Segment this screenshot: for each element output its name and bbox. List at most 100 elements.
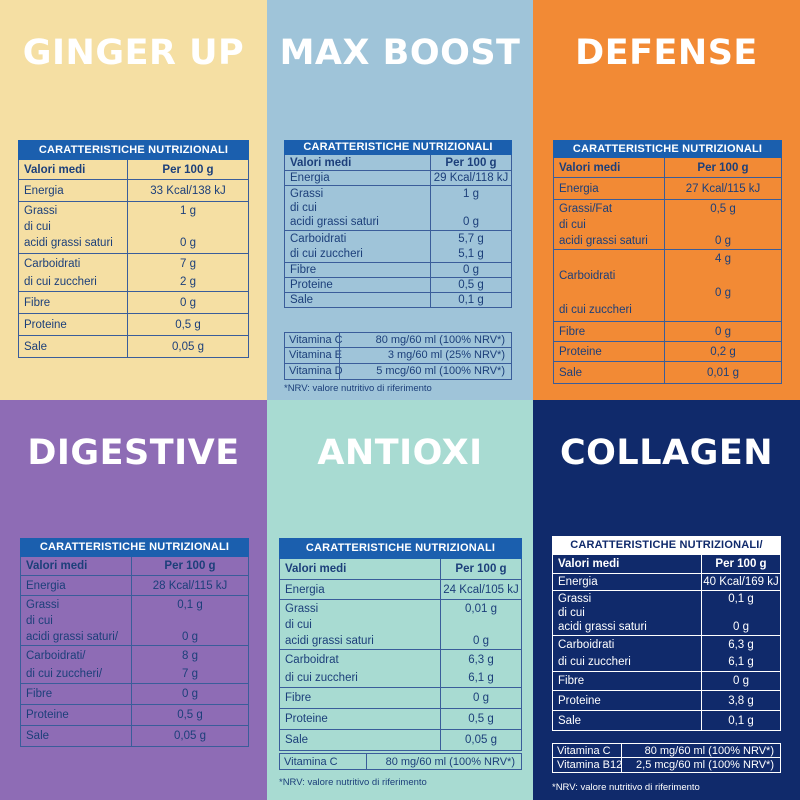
product-title: ANTIOXI	[317, 433, 483, 473]
vitamin-table: Vitamina C 80 mg/60 ml (100% NRV*)	[279, 753, 522, 770]
nutrient-value-line	[665, 217, 781, 233]
panel-defense: DEFENSE CARATTERISTICHE NUTRIZIONALI Valor…	[533, 0, 800, 400]
nutrition-header-row: Valori medi Per 100 g	[18, 160, 249, 180]
nutrient-value-line: 6,3 g	[728, 639, 754, 651]
nutrition-row: Energia 29 Kcal/118 kJ	[284, 171, 512, 186]
nutrient-name: Carboidrati di cui zuccheri	[554, 250, 664, 321]
nutrient-name-line: Carboidrati	[559, 270, 616, 282]
nutrient-value: 27 Kcal/115 kJ	[664, 178, 781, 199]
vitamin-table: Vitamina C 80 mg/60 ml (100% NRV*) Vitamin…	[284, 332, 512, 380]
nutrient-value: 0,05 g	[131, 726, 248, 746]
nutrient-value: 7 g 2 g	[127, 254, 248, 291]
nutrient-name-line: Fibre	[26, 688, 53, 700]
nutrient-name: Carboidrati di cui zuccheri	[19, 254, 127, 291]
product-title: GINGER UP	[22, 33, 245, 73]
nutrient-name-line: Grassi	[26, 599, 60, 611]
nutrient-value: 0 g	[430, 263, 511, 277]
nutrient-name-line: Sale	[559, 367, 583, 379]
nutrient-value-line: 24 Kcal/105 kJ	[443, 584, 519, 596]
nutrient-name: Fibre	[19, 292, 127, 313]
nutrient-name-line: Energia	[26, 580, 66, 592]
column-header-value: Per 100 g	[701, 555, 780, 573]
panel-digestive: DIGESTIVE CARATTERISTICHE NUTRIZIONALI Val…	[0, 400, 267, 800]
nutrient-name: Proteine	[285, 278, 430, 292]
nutrient-name-line: di cui zuccheri	[558, 656, 631, 668]
nutrient-name: Energia	[285, 171, 430, 185]
nutrition-header-row: Valori medi Per 100 g	[20, 557, 249, 576]
nutrient-name-line: Proteine	[24, 319, 67, 331]
nutrition-row: Grassi di cui acidi grassi saturi 0,1 g 0 g	[552, 591, 781, 636]
nutrient-value-line: 0,5 g	[177, 709, 203, 721]
nutrient-value: 0,1 g 0 g	[701, 591, 780, 635]
nutrient-name-line: Fibre	[558, 675, 585, 687]
nutrient-value: 0,1 g	[430, 293, 511, 307]
nutrient-name-line: Proteine	[558, 695, 601, 707]
nutrient-value: 1 g 0 g	[127, 202, 248, 253]
nutrition-row: Energia 28 Kcal/115 kJ	[20, 576, 249, 596]
nutrition-header-row: Valori medi Per 100 g	[284, 155, 512, 171]
nutrition-row: Sale 0,1 g	[552, 711, 781, 731]
nutrient-name-line: di cui	[26, 615, 53, 627]
nutrient-value: 0 g	[127, 292, 248, 313]
vitamin-name: Vitamina E	[289, 349, 342, 361]
nutrient-value-line	[128, 219, 248, 235]
nutrient-value-line: 40 Kcal/169 kJ	[703, 576, 779, 588]
nutrient-name-line	[559, 285, 664, 302]
nutrient-name: Proteine	[554, 342, 664, 361]
nutrient-name: Grassi di cui acidi grassi saturi/	[21, 596, 131, 645]
product-title: MAX BOOST	[279, 33, 521, 73]
nutrient-name-line: di cui	[558, 607, 585, 619]
nutrition-row: Grassi di cui acidi grassi saturi 0,01 g 0 g	[279, 600, 522, 650]
nutrient-name: Energia	[21, 576, 131, 595]
nutrient-value-line: 0,5 g	[458, 279, 484, 291]
nutrient-value-line: 0,1 g	[728, 593, 754, 605]
nutrient-name: Carboidrat di cui zuccheri	[280, 650, 440, 687]
nutrition-table: CARATTERISTICHE NUTRIZIONALI Valori medi P…	[284, 140, 512, 308]
nutrition-row: Proteine 0,5 g	[18, 314, 249, 336]
nutrient-name-line: Sale	[24, 341, 48, 353]
nutrition-row: Proteine 0,2 g	[553, 342, 782, 362]
nutrient-value: 5,7 g 5,1 g	[430, 231, 511, 262]
nutrient-value-line	[441, 617, 521, 633]
nutrient-value: 4 g 0 g	[664, 250, 781, 321]
nutrient-value-line: 0,01 g	[707, 367, 739, 379]
nutrient-name-line: di cui	[285, 619, 312, 631]
nutrient-value: 0 g	[440, 688, 521, 708]
vitamin-name: Vitamina D	[289, 365, 343, 377]
nrv-footnote: *NRV: valore nutritivo di riferimento	[552, 782, 700, 793]
nutrient-value-line	[132, 613, 248, 629]
nutrition-row: Fibre 0 g	[20, 684, 249, 705]
nutrient-name: Grassi di cui acidi grassi saturi	[280, 600, 440, 649]
vitamin-name: Vitamina C	[284, 756, 338, 768]
column-header-label: Valori medi	[285, 563, 347, 575]
nutrient-value: 0 g	[701, 672, 780, 690]
nutrient-value-line: 33 Kcal/138 kJ	[150, 185, 226, 197]
nutrient-value: 40 Kcal/169 kJ	[701, 574, 780, 590]
nutrient-value: 0 g	[131, 684, 248, 704]
nutrient-name: Fibre	[280, 688, 440, 708]
nutrient-value: 0,2 g	[664, 342, 781, 361]
vitamin-name: Vitamina C	[289, 334, 343, 346]
column-header-label: Valori medi	[26, 560, 88, 572]
nutrition-table: CARATTERISTICHE NUTRIZIONALI Valori medi P…	[18, 140, 249, 358]
nutrient-value: 0,05 g	[127, 336, 248, 357]
nutrition-table-heading: CARATTERISTICHE NUTRIZIONALI/	[552, 536, 781, 555]
nutrient-value-line: 0 g	[180, 297, 196, 309]
nutrient-name-line: di cui	[290, 202, 317, 214]
vitamin-value: 80 mg/60 ml (100% NRV*)	[621, 744, 780, 757]
column-header-label: Valori medi	[24, 164, 86, 176]
nutrient-name: Fibre	[553, 672, 701, 690]
nutrient-name: Fibre	[285, 263, 430, 277]
nutrient-value: 0,5 g	[131, 705, 248, 725]
nutrient-name: Energia	[19, 180, 127, 201]
column-header-value: Per 100 g	[131, 557, 248, 575]
nutrient-value-line: 2 g	[180, 276, 196, 288]
nutrition-table-heading: CARATTERISTICHE NUTRIZIONALI	[20, 538, 249, 557]
nutrition-row: Fibre 0 g	[284, 263, 512, 278]
nutrition-row: Grassi di cui acidi grassi saturi 1 g 0 g	[18, 202, 249, 254]
nutrient-value-line	[665, 302, 781, 319]
nutrient-name-line: Sale	[285, 734, 309, 746]
nutrient-name-line: Grassi	[24, 205, 58, 217]
nutrient-name-line: di cui zuccheri	[559, 304, 632, 316]
